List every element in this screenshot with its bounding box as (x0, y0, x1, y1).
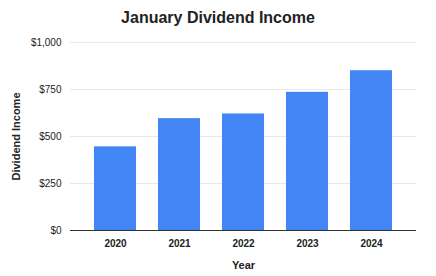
svg-text:$500: $500 (39, 131, 62, 142)
svg-text:2023: 2023 (296, 238, 319, 249)
svg-text:$750: $750 (39, 84, 62, 95)
svg-text:Year: Year (232, 259, 256, 271)
svg-text:2021: 2021 (168, 238, 191, 249)
svg-text:$0: $0 (50, 225, 62, 236)
svg-text:2020: 2020 (104, 238, 127, 249)
svg-text:Dividend Income: Dividend Income (10, 92, 22, 180)
html-text:January Dividend Income: January Dividend Income (121, 9, 315, 26)
svg-text:2024: 2024 (360, 238, 383, 249)
svg-text:$250: $250 (39, 178, 62, 189)
svg-text:$1,000: $1,000 (31, 37, 62, 48)
svg-text:2022: 2022 (232, 238, 255, 249)
